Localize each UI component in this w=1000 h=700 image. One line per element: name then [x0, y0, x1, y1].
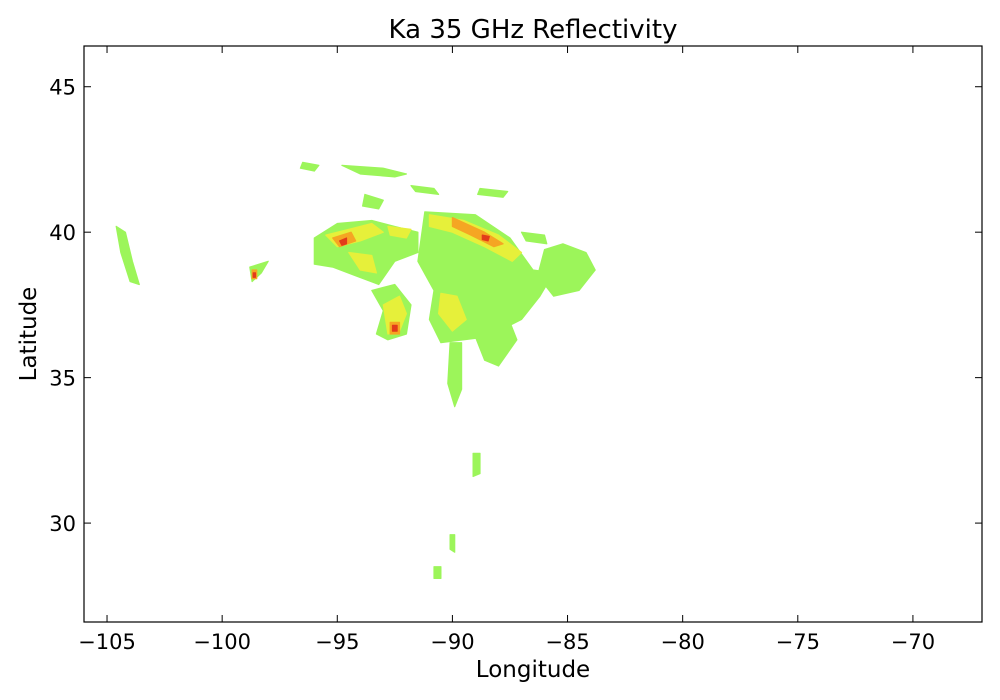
y-tick-label: 45 [49, 76, 76, 100]
x-tick-label: −90 [430, 630, 474, 654]
x-tick-label: −80 [661, 630, 705, 654]
x-tick-label: −75 [776, 630, 820, 654]
y-tick-label: 30 [49, 512, 76, 536]
x-tick-label: −105 [78, 630, 136, 654]
echo-layer [115, 161, 596, 580]
x-tick-label: −95 [315, 630, 359, 654]
y-axis-ticks: 30 35 40 45 [49, 76, 982, 536]
echo-region-low-0 [115, 225, 140, 286]
echo-region-peak-27 [339, 237, 348, 246]
echo-region-low-9 [449, 534, 456, 553]
echo-region-peak-29 [391, 324, 398, 332]
echo-region-low-7 [447, 342, 463, 408]
y-axis-label: Latitude [16, 287, 42, 382]
echo-region-low-16 [520, 231, 548, 245]
x-tick-label: −85 [545, 630, 589, 654]
x-tick-label: −70 [891, 630, 935, 654]
plot-frame [83, 45, 983, 623]
echo-region-low-15 [362, 193, 384, 210]
x-axis-ticks: −105 −100 −95 −90 −85 −80 −75 −70 [78, 46, 935, 654]
y-tick-label: 35 [49, 367, 76, 391]
echo-region-low-12 [410, 185, 440, 195]
y-tick-label: 40 [49, 221, 76, 245]
echo-region-low-10 [433, 566, 442, 580]
x-axis-label: Longitude [476, 657, 590, 683]
x-tick-label: −100 [193, 630, 251, 654]
echo-region-mid-20 [438, 292, 467, 332]
echo-region-low-13 [477, 187, 509, 198]
echo-region-high-24 [451, 217, 504, 248]
echo-region-low-5 [536, 243, 596, 297]
echo-region-low-14 [299, 161, 320, 172]
echo-region-low-8 [472, 452, 481, 478]
echo-region-mid-22 [387, 225, 412, 239]
echo-region-peak-28 [481, 234, 490, 242]
echo-region-peak-30 [252, 272, 257, 278]
echo-region-low-11 [341, 164, 407, 178]
echo-region-mid-21 [348, 251, 377, 274]
chart-title: Ka 35 GHz Reflectivity [389, 15, 678, 45]
echo-region-low-6 [474, 313, 518, 367]
